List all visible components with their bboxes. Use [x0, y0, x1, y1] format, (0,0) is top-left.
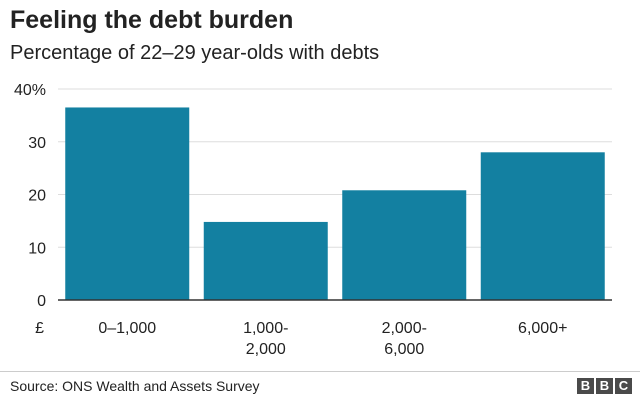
bar [480, 152, 605, 300]
x-category-label: 6,000+ [518, 320, 567, 337]
x-category-label-line: 6,000+ [518, 320, 567, 337]
chart-subtitle: Percentage of 22–29 year-olds with debts [10, 42, 380, 64]
x-unit-label: £ [35, 320, 44, 337]
x-category-label-line: 2,000 [246, 341, 286, 358]
y-tick-label: 40% [14, 82, 46, 99]
x-category-label: 2,000- 6,000 [382, 320, 427, 358]
bbc-logo: B B C [577, 378, 632, 394]
x-category-label-line: 1,000- [243, 320, 288, 337]
footer-divider [0, 371, 640, 372]
bar [342, 190, 467, 300]
x-category-label: 0–1,000 [98, 320, 156, 337]
chart-title: Feeling the debt burden [10, 6, 294, 34]
logo-letter-b1: B [577, 378, 594, 394]
x-category-label: 1,000- 2,000 [243, 320, 288, 358]
bar-chart: 0 10 20 30 40% 0–1,000 1,000- 2,000 2,000- 6,000 6… [14, 82, 612, 358]
bar [65, 107, 190, 301]
logo-letter-c: C [615, 378, 632, 394]
x-category-label-line: 0–1,000 [98, 320, 156, 337]
y-tick-label: 20 [28, 188, 46, 205]
y-tick-label: 0 [37, 293, 46, 310]
x-category-label-line: 2,000- [382, 320, 427, 337]
bar [203, 221, 328, 300]
y-tick-label: 30 [28, 135, 46, 152]
source-note: Source: ONS Wealth and Assets Survey [10, 378, 260, 394]
x-category-label-line: 6,000 [384, 341, 424, 358]
y-tick-label: 10 [28, 240, 46, 257]
logo-letter-b2: B [596, 378, 613, 394]
